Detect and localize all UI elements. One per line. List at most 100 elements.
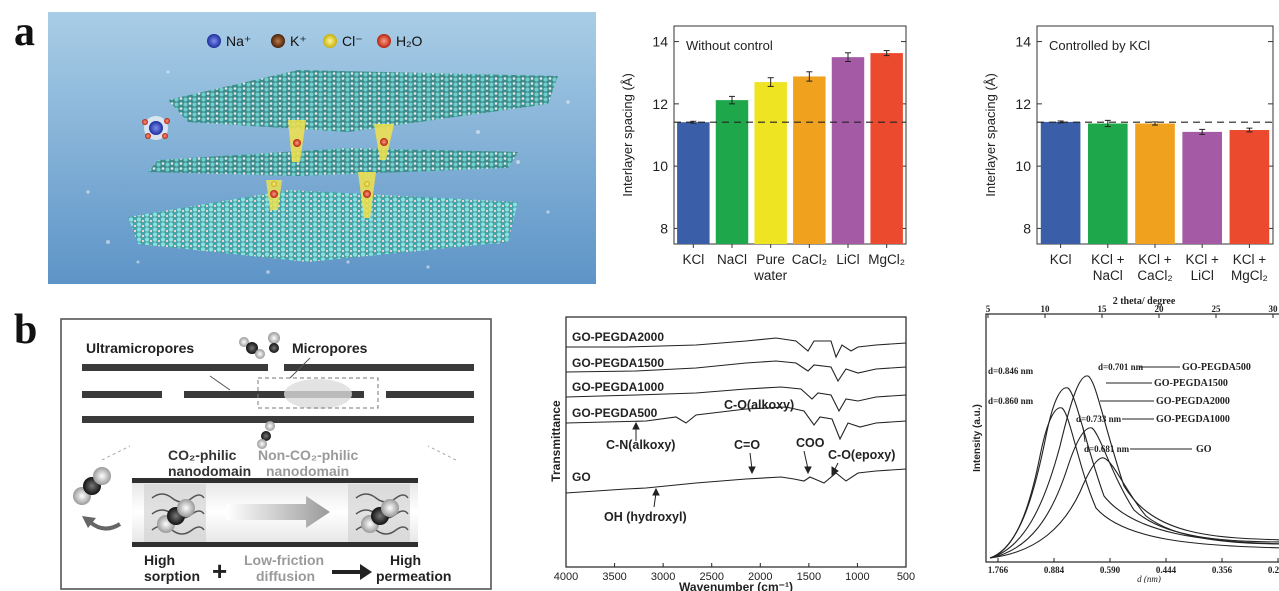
bar2-category-label-1-0: KCl + <box>1091 252 1125 267</box>
co2-transport-schematic: Ultramicropores Micropores CO₂-philic na… <box>60 318 492 590</box>
xrd-dlabel-2: d=0.860 nm <box>988 396 1034 406</box>
bar1-category-label-0-0: KCl <box>682 252 704 267</box>
bar1-category-label-1-0: NaCl <box>717 252 747 267</box>
xrd-bottom-xtick-label-0: 1.766 <box>988 565 1009 575</box>
ftir-annotation-oh-hydroxyl: OH (hydroxyl) <box>604 510 687 524</box>
high-sorption-label-2: sorption <box>144 568 200 584</box>
xrd-top-xtick-label-3: 20 <box>1155 304 1165 314</box>
bar1-bar-2 <box>754 82 787 244</box>
bar1-category-label-2-0: Pure <box>756 252 785 267</box>
ftir-spectra-chart: Transmittance Wavenumber (cm⁻¹) 4000 3500… <box>549 316 915 591</box>
ftir-xtick-label-4: 2000 <box>748 571 772 583</box>
bar2-errorbar-0 <box>1057 120 1064 124</box>
xrd-xlabel: d (nm) <box>1137 574 1161 583</box>
bar2-category-label-3-0: KCl + <box>1186 252 1220 267</box>
bar1-bar-3 <box>793 76 826 244</box>
bar1-ytick-label-3: 14 <box>652 34 668 50</box>
bar2-bar-2 <box>1135 123 1175 244</box>
xrd-dlabel-4: d=0.681 nm <box>1084 444 1130 454</box>
ftir-xtick-label-6: 1000 <box>845 571 869 583</box>
bar2-category-label-3-1: LiCl <box>1191 268 1214 283</box>
bar2-errorbar-4 <box>1246 127 1253 133</box>
bar1-category-label-2-1: water <box>753 268 788 283</box>
plus-sign: + <box>212 556 227 586</box>
xrd-bottom-xtick-label-1: 0.884 <box>1044 565 1065 575</box>
xrd-bottom-xtick-label-4: 0.356 <box>1212 565 1233 575</box>
membrane-illustration: Na⁺ K⁺ Cl⁻ H₂O <box>48 12 596 284</box>
xrd-series-line-1 <box>989 387 1279 559</box>
legend-label-na: Na⁺ <box>226 33 251 49</box>
bar1-bar-0 <box>677 122 710 244</box>
ftir-ylabel: Transmittance <box>549 400 563 482</box>
ftir-xlabel: Wavenumber (cm⁻¹) <box>679 580 793 591</box>
xrd-dlabel-1: d=0.846 nm <box>988 366 1034 376</box>
high-permeation-label-2: permeation <box>376 568 451 584</box>
xrd-series-line-0 <box>989 375 1279 559</box>
xrd-series-label-1: GO-PEGDA1500 <box>1154 378 1228 389</box>
xrd-top-xlabel: 2 theta/ degree <box>1113 296 1176 307</box>
xrd-series-label-3: GO-PEGDA1000 <box>1156 414 1230 425</box>
bar1-bar-1 <box>715 100 749 245</box>
ftir-series-line-2 <box>565 386 907 413</box>
ftir-annotation-coo: COO <box>796 436 825 450</box>
xrd-dlabel-0: d=0.701 nm <box>1098 362 1144 372</box>
bar1-category-label-5-0: MgCl₂ <box>868 252 905 267</box>
xrd-top-xtick-label-0: 5 <box>986 304 991 314</box>
low-friction-label-2: diffusion <box>256 568 315 584</box>
bar2-bar-3 <box>1182 131 1223 244</box>
xrd-series-line-2 <box>989 407 1279 559</box>
ultramicropores-label: Ultramicropores <box>86 340 194 356</box>
xrd-top-xtick-label-1: 10 <box>1041 304 1051 314</box>
ftir-series-label-0: GO-PEGDA2000 <box>572 330 664 344</box>
bar2-errorbar-3 <box>1199 128 1206 135</box>
xrd-bottom-xtick-label-2: 0.590 <box>1100 565 1121 575</box>
bar2-category-label-1-1: NaCl <box>1093 268 1123 283</box>
panel-label-b: b <box>14 307 38 353</box>
bar-chart-without-control: 8 10 12 14 Interlayer spacing (Å) Without con… <box>620 25 907 283</box>
high-sorption-label-1: High <box>144 552 175 568</box>
ftir-series-label-4: GO <box>572 470 591 484</box>
non-co2-philic-label-1: Non-CO₂-philic <box>258 447 359 463</box>
ftir-annotation-c-double-o: C=O <box>734 438 760 452</box>
bar2-errorbar-1 <box>1104 119 1111 128</box>
ftir-xtick-label-7: 500 <box>897 571 915 583</box>
ftir-xtick-label-0: 4000 <box>554 571 578 583</box>
ftir-xtick-label-2: 3000 <box>651 571 675 583</box>
bar-chart-controlled-by-kcl: 8 10 12 14 Interlayer spacing (Å) Controlled … <box>983 25 1274 283</box>
ftir-annotation-co-alkoxy: C-O(alkoxy) <box>724 398 794 412</box>
bar2-ytick-label-0: 8 <box>1023 220 1031 236</box>
bar2-category-label-2-1: CaCl₂ <box>1137 268 1172 283</box>
low-friction-label-1: Low-friction <box>244 552 324 568</box>
ftir-series-line-1 <box>565 360 907 383</box>
bar2-category-label-2-0: KCl + <box>1138 252 1172 267</box>
xrd-pattern-chart: 2 theta/ degree Intensity (a.u.) d (nm) … <box>972 296 1279 583</box>
bar1-errorbar-4 <box>845 52 851 63</box>
bar2-category-label-0-0: KCl <box>1050 252 1072 267</box>
bar1-errorbar-0 <box>690 120 697 124</box>
ftir-series-label-3: GO-PEGDA500 <box>572 406 658 420</box>
bar1-ytick-label-2: 12 <box>652 96 668 112</box>
ftir-annotation-cn-alkoxy: C-N(alkoxy) <box>606 438 675 452</box>
co2-philic-label-2: nanodomain <box>168 463 251 479</box>
bar2-annotation: Controlled by KCl <box>1049 38 1150 53</box>
bar1-plot-frame <box>673 25 907 245</box>
bar2-bar-1 <box>1087 123 1128 244</box>
xrd-series-line-3 <box>989 427 1279 559</box>
bar1-errorbar-5 <box>883 50 890 57</box>
bar1-bar-5 <box>870 53 903 244</box>
xrd-series-line-4 <box>989 457 1279 559</box>
legend-label-k: K⁺ <box>290 33 307 49</box>
high-permeation-label-1: High <box>390 552 421 568</box>
micropores-label: Micropores <box>292 340 368 356</box>
illustration-legend: Na⁺ K⁺ Cl⁻ H₂O <box>207 33 423 49</box>
ftir-series-line-3 <box>565 406 907 441</box>
legend-label-h2o: H₂O <box>396 33 423 49</box>
co2-philic-label-1: CO₂-philic <box>168 447 237 463</box>
ftir-xtick-label-5: 1500 <box>797 571 821 583</box>
bar1-errorbar-2 <box>767 77 774 87</box>
xrd-series-label-4: GO <box>1196 444 1212 455</box>
xrd-top-xtick-label-2: 15 <box>1098 304 1108 314</box>
xrd-series-label-2: GO-PEGDA2000 <box>1156 396 1230 407</box>
ftir-series-line-0 <box>566 337 907 359</box>
non-co2-philic-label-2: nanodomain <box>266 463 349 479</box>
